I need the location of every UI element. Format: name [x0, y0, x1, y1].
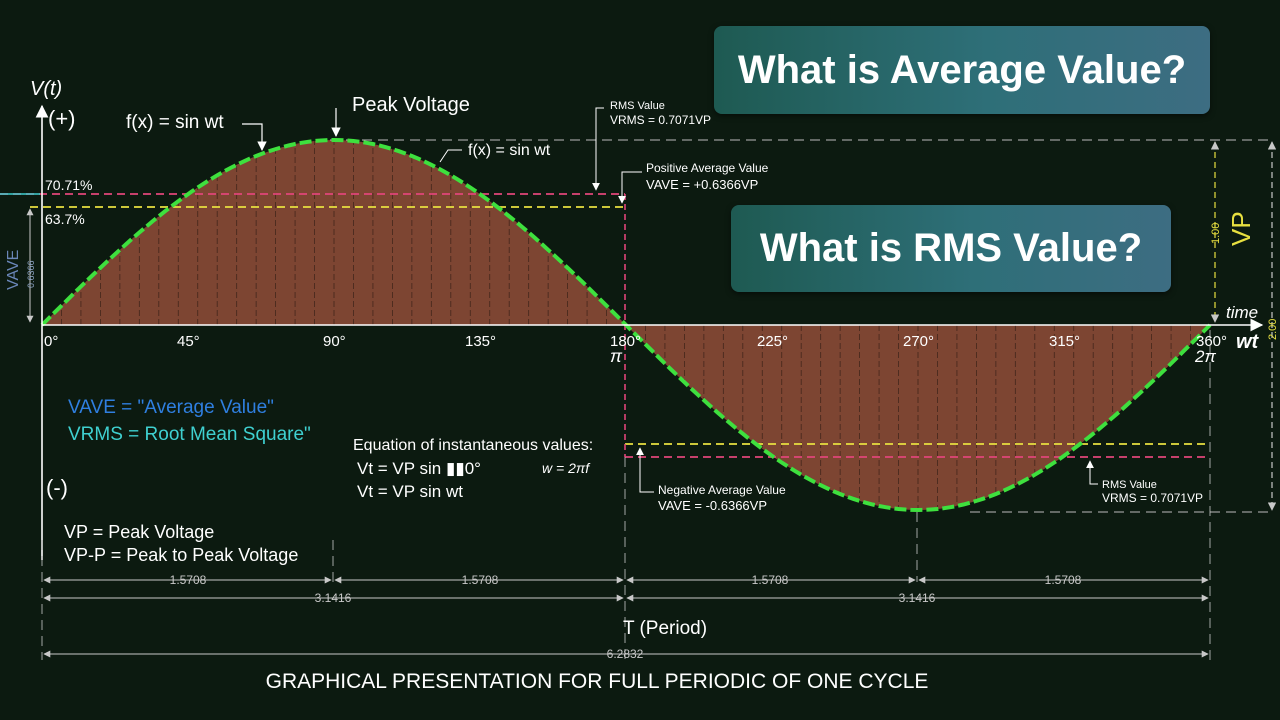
quarter-value-3: 1.5708: [752, 573, 789, 587]
fx-right-leader: [439, 149, 462, 163]
rms-value-banner-text: What is RMS Value?: [759, 226, 1143, 270]
vave-side-label: VAVE: [5, 250, 22, 290]
time-label: time: [1226, 303, 1258, 322]
tick-315: 315°: [1049, 333, 1080, 350]
rms-bottom-leader: [1086, 460, 1098, 485]
quarter-value-4: 1.5708: [1045, 573, 1082, 587]
average-value-banner-text: What is Average Value?: [737, 47, 1187, 92]
omega-formula: w = 2πf: [542, 460, 591, 476]
full-period-value: 6.2832: [607, 647, 644, 661]
pos-ave-title: Positive Average Value: [646, 161, 769, 175]
tick-45: 45°: [177, 333, 200, 350]
period-label: T (Period): [623, 618, 707, 639]
equation-title: Equation of instantaneous values:: [353, 437, 593, 454]
vp-side-value: 1.00: [1210, 223, 1222, 244]
vp-definition: VP = Peak Voltage: [64, 522, 214, 542]
neg-ave-leader: [636, 447, 654, 493]
pos-ave-formula: VAVE = +0.6366VP: [646, 177, 758, 192]
wt-label: wt: [1236, 331, 1260, 353]
tick-360: 360°: [1196, 333, 1227, 350]
equation-line-2: Vt = VP sin wt: [357, 482, 463, 501]
figure-caption: GRAPHICAL PRESENTATION FOR FULL PERIODIC…: [266, 670, 929, 693]
pos-ave-leader: [618, 171, 642, 204]
half-value-2: 3.1416: [899, 591, 936, 605]
tick-135: 135°: [465, 333, 496, 350]
positive-sign: (+): [48, 106, 76, 131]
vp-side-label: VP: [1226, 211, 1256, 246]
vave-definition: VAVE = "Average Value": [68, 397, 274, 418]
quarter-value-1: 1.5708: [170, 573, 207, 587]
neg-ave-formula: VAVE = -0.6366VP: [658, 498, 767, 513]
equation-line-1: Vt = VP sin ▮▮0°: [357, 459, 481, 478]
fx-left-leader: [242, 123, 267, 151]
fx-left-callout: f(x) = sin wt: [126, 112, 224, 133]
tick-180: 180°: [610, 333, 641, 350]
average-value-banner: What is Average Value?: [714, 26, 1210, 114]
rms-bottom-title: RMS Value: [1102, 479, 1157, 491]
tick-2pi: 2π: [1194, 347, 1216, 366]
rms-percent: 70.71%: [45, 177, 92, 193]
vpp-side-value: 2.00: [1267, 319, 1279, 340]
half-value-1: 3.1416: [315, 591, 352, 605]
tick-0: 0°: [44, 333, 58, 350]
tick-pi: π: [610, 346, 623, 366]
quarter-value-2: 1.5708: [462, 573, 499, 587]
tick-270: 270°: [903, 333, 934, 350]
ave-percent: 63.7%: [45, 211, 85, 227]
neg-ave-title: Negative Average Value: [658, 483, 786, 497]
rms-bottom-formula: VRMS = 0.7071VP: [1102, 491, 1203, 505]
vpp-definition: VP-P = Peak to Peak Voltage: [64, 545, 298, 565]
negative-sign: (-): [46, 475, 68, 500]
y-axis-label: V(t): [30, 78, 62, 100]
fx-right-callout: f(x) = sin wt: [468, 142, 551, 159]
rms-value-banner: What is RMS Value?: [731, 205, 1171, 292]
rms-top-title: RMS Value: [610, 100, 665, 112]
rms-top-leader: [592, 107, 604, 191]
area-hatching: [61, 140, 1191, 510]
vave-side-value: 0.6366: [26, 260, 36, 288]
tick-225: 225°: [757, 333, 788, 350]
rms-top-formula: VRMS = 0.7071VP: [610, 113, 711, 127]
tick-90: 90°: [323, 333, 346, 350]
peak-voltage-callout: Peak Voltage: [352, 94, 470, 116]
vrms-definition: VRMS = Root Mean Square": [68, 424, 311, 445]
